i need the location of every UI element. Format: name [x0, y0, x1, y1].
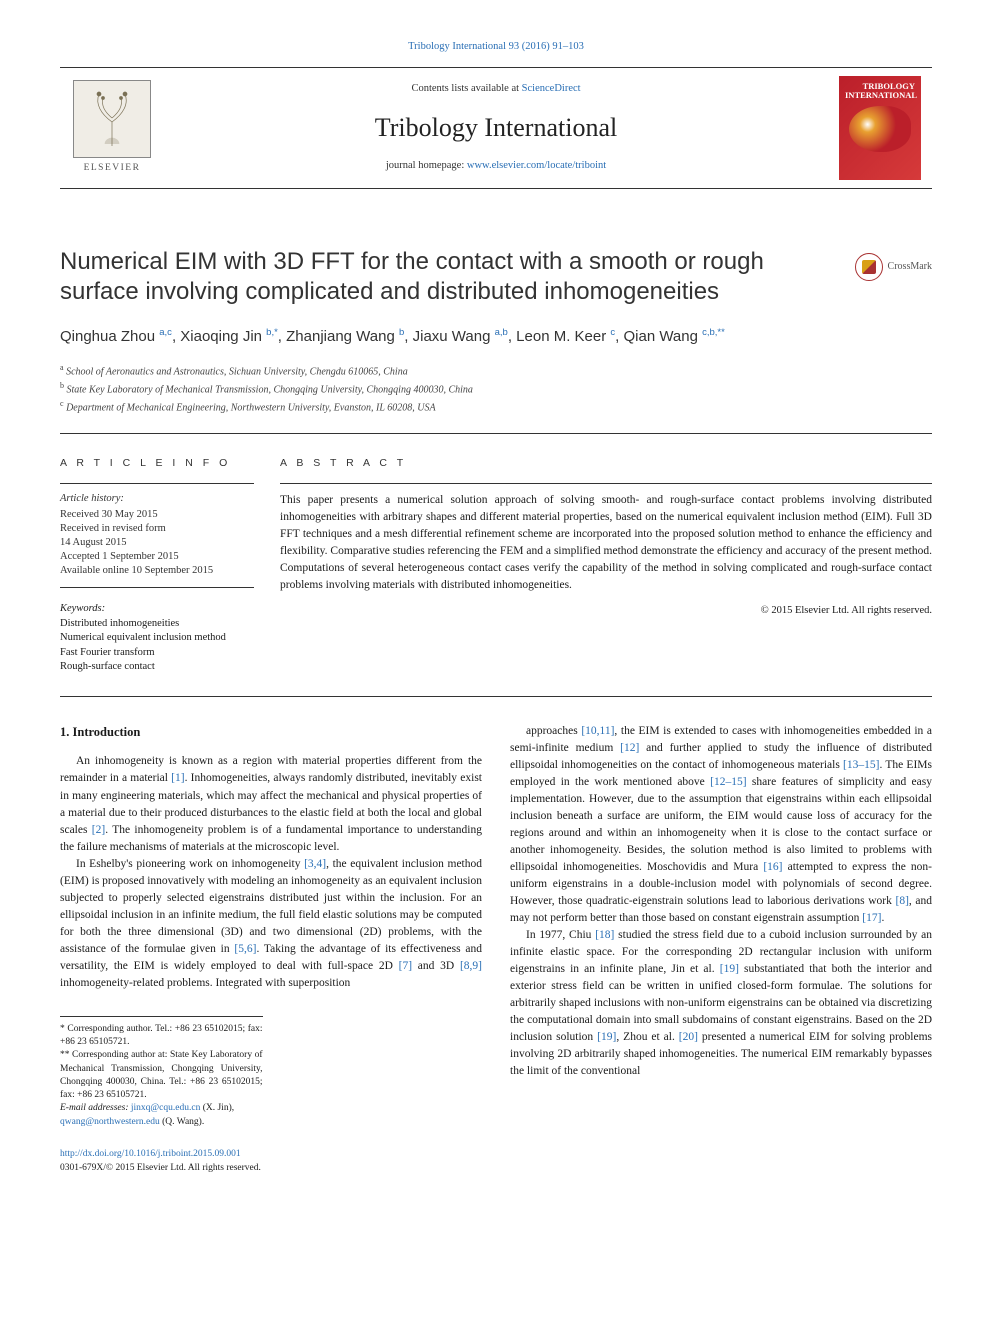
rule: [60, 433, 932, 434]
corr-2: ** Corresponding author at: State Key La…: [60, 1049, 263, 1102]
citation-link[interactable]: [20]: [679, 1031, 698, 1043]
email-1-post: (X. Jin),: [200, 1103, 234, 1113]
header-ref: Tribology International 93 (2016) 91–103: [60, 40, 932, 55]
info-heading: A R T I C L E I N F O: [60, 456, 254, 471]
email-1-link[interactable]: jinxq@cqu.edu.cn: [131, 1103, 200, 1113]
cover-title: TRIBOLOGY INTERNATIONAL: [845, 82, 915, 100]
citation-link[interactable]: [12]: [620, 742, 639, 754]
crossmark-icon: [855, 253, 883, 281]
author-affil-sup: a,b: [495, 327, 508, 338]
history-item: 14 August 2015: [60, 536, 254, 550]
cover-art-icon: [849, 106, 911, 152]
body-columns: 1. Introduction An inhomogeneity is know…: [60, 723, 932, 1175]
citation-link[interactable]: [1]: [171, 772, 184, 784]
keyword: Fast Fourier transform: [60, 646, 254, 660]
corr-1: * Corresponding author. Tel.: +86 23 651…: [60, 1023, 263, 1050]
contents-pre: Contents lists available at: [411, 83, 521, 94]
citation-link[interactable]: [18]: [595, 929, 614, 941]
author-affil-sup: b: [399, 327, 404, 338]
article-info: A R T I C L E I N F O Article history: R…: [60, 456, 280, 674]
citation-link[interactable]: [2]: [92, 824, 105, 836]
citation-link[interactable]: [5,6]: [234, 943, 256, 955]
citation-link[interactable]: [13–15]: [843, 759, 879, 771]
email-2-link[interactable]: qwang@northwestern.edu: [60, 1117, 160, 1127]
body-paragraph: approaches [10,11], the EIM is extended …: [510, 723, 932, 927]
header-center: Contents lists available at ScienceDirec…: [164, 74, 828, 182]
history-item: Available online 10 September 2015: [60, 564, 254, 578]
keyword: Distributed inhomogeneities: [60, 617, 254, 631]
article-title: Numerical EIM with 3D FFT for the contac…: [60, 247, 837, 308]
citation-link[interactable]: [12–15]: [710, 776, 746, 788]
journal-header: ELSEVIER Contents lists available at Sci…: [60, 67, 932, 189]
header-ref-link[interactable]: Tribology International 93 (2016) 91–103: [408, 41, 584, 52]
contents-line: Contents lists available at ScienceDirec…: [411, 82, 580, 97]
footnotes: * Corresponding author. Tel.: +86 23 651…: [60, 1016, 263, 1129]
abstract-copyright: © 2015 Elsevier Ltd. All rights reserved…: [280, 604, 932, 619]
email-label: E-mail addresses:: [60, 1103, 131, 1113]
body-col-right: approaches [10,11], the EIM is extended …: [510, 723, 932, 1175]
author-affil-sup: b,*: [266, 327, 278, 338]
email-2-post: (Q. Wang).: [160, 1117, 204, 1127]
keyword: Rough-surface contact: [60, 660, 254, 674]
history-label: Article history:: [60, 492, 254, 507]
body-paragraph: In Eshelby's pioneering work on inhomoge…: [60, 856, 482, 992]
history-item: Received 30 May 2015: [60, 508, 254, 522]
rule: [60, 696, 932, 697]
homepage-link[interactable]: www.elsevier.com/locate/triboint: [467, 160, 606, 171]
body-paragraph: In 1977, Chiu [18] studied the stress fi…: [510, 927, 932, 1080]
cover-box: TRIBOLOGY INTERNATIONAL: [839, 76, 921, 180]
affiliations: a School of Aeronautics and Astronautics…: [60, 362, 932, 415]
crossmark-label: CrossMark: [888, 260, 932, 274]
elsevier-name: ELSEVIER: [84, 162, 141, 175]
author-affil-sup: c,b,**: [702, 327, 725, 338]
author-affil-sup: a,c: [159, 327, 172, 338]
citation-link[interactable]: [7]: [399, 960, 412, 972]
citation-link[interactable]: [10,11]: [581, 725, 614, 737]
elsevier-logo: ELSEVIER: [60, 74, 164, 182]
homepage-line: journal homepage: www.elsevier.com/locat…: [386, 159, 606, 174]
issn-line: 0301-679X/© 2015 Elsevier Ltd. All right…: [60, 1163, 261, 1173]
citation-link[interactable]: [19]: [597, 1031, 616, 1043]
author-list: Qinghua Zhou a,c, Xiaoqing Jin b,*, Zhan…: [60, 326, 932, 348]
citation-link[interactable]: [8,9]: [460, 960, 482, 972]
affiliation: a School of Aeronautics and Astronautics…: [60, 362, 932, 380]
emails: E-mail addresses: jinxq@cqu.edu.cn (X. J…: [60, 1102, 263, 1129]
citation-link[interactable]: [8]: [895, 895, 908, 907]
abstract: A B S T R A C T This paper presents a nu…: [280, 456, 932, 674]
crossmark[interactable]: CrossMark: [855, 253, 932, 281]
abstract-text: This paper presents a numerical solution…: [280, 492, 932, 594]
body-paragraph: An inhomogeneity is known as a region wi…: [60, 753, 482, 855]
affiliation: c Department of Mechanical Engineering, …: [60, 398, 932, 416]
section-heading: 1. Introduction: [60, 723, 482, 742]
footer: http://dx.doi.org/10.1016/j.triboint.201…: [60, 1147, 482, 1175]
history-item: Accepted 1 September 2015: [60, 550, 254, 564]
journal-title: Tribology International: [375, 110, 617, 146]
journal-cover: TRIBOLOGY INTERNATIONAL: [828, 74, 932, 182]
history-item: Received in revised form: [60, 522, 254, 536]
citation-link[interactable]: [19]: [720, 963, 739, 975]
affiliation: b State Key Laboratory of Mechanical Tra…: [60, 380, 932, 398]
homepage-pre: journal homepage:: [386, 160, 467, 171]
citation-link[interactable]: [16]: [763, 861, 782, 873]
abstract-heading: A B S T R A C T: [280, 456, 932, 471]
citation-link[interactable]: [3,4]: [304, 858, 326, 870]
body-col-left: 1. Introduction An inhomogeneity is know…: [60, 723, 482, 1175]
citation-link[interactable]: [17]: [862, 912, 881, 924]
doi-link[interactable]: http://dx.doi.org/10.1016/j.triboint.201…: [60, 1149, 241, 1159]
author-affil-sup: c: [610, 327, 615, 338]
keyword: Numerical equivalent inclusion method: [60, 631, 254, 645]
keywords-label: Keywords:: [60, 602, 254, 617]
elsevier-tree-icon: [73, 80, 151, 158]
sciencedirect-link[interactable]: ScienceDirect: [522, 83, 581, 94]
